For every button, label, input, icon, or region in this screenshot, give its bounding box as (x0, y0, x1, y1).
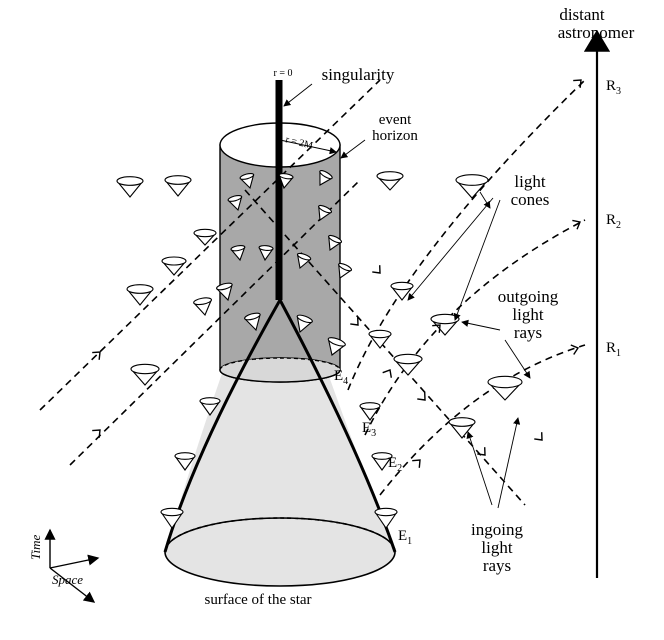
ingoing-light-ray-2 (69, 179, 361, 466)
light-cones-label-2: cones (511, 190, 550, 209)
light-cone-icon (160, 507, 184, 529)
event-horizon-pointer (340, 139, 366, 159)
ray-direction-chevron (570, 344, 580, 355)
light-cone-icon (193, 297, 212, 317)
outgoing-rays-pointer-2 (504, 339, 531, 379)
outgoing-light-ray-r2 (364, 219, 586, 436)
light-cone-icon (455, 174, 489, 199)
event-e3-label: E3 (362, 420, 376, 439)
event-label: event (379, 112, 412, 128)
horizon-cross-section-front (219, 369, 341, 383)
observer-r2-label: R2 (606, 212, 621, 231)
depth-axis-arrow (49, 567, 96, 603)
horizon-cross-section (220, 358, 340, 382)
ingoing-label: ingoing (471, 520, 523, 539)
light-cone-icon (487, 375, 523, 401)
radius-line (279, 139, 337, 155)
light-cones-group (116, 170, 523, 529)
ray-direction-chevron (92, 351, 101, 360)
light-cone-icon (376, 171, 404, 191)
horizon-cross-section-back (219, 357, 341, 371)
outgoing-rays-pointer-1 (461, 319, 501, 331)
light-cone-icon (368, 329, 392, 349)
light-cone-icon (230, 245, 246, 262)
ingoing-rays-label: rays (483, 556, 511, 575)
light-cone-icon (116, 176, 144, 198)
outgoing-light-ray-1 (244, 189, 526, 506)
ray-direction-chevron (350, 317, 359, 326)
ingoing-light-label: light (481, 538, 512, 557)
light-cone-icon (338, 262, 353, 279)
light-cones-pointer-1 (407, 197, 494, 301)
outgoing-label: outgoing (498, 287, 559, 306)
ray-direction-chevron (572, 219, 581, 230)
singularity-label: singularity (322, 65, 395, 84)
r-equals-0-label: r = 0 (274, 68, 293, 79)
light-cone-icon (216, 282, 233, 302)
light-cone-icon (430, 313, 460, 336)
ingoing-rays-pointer-2 (497, 417, 521, 509)
light-cone-icon (318, 204, 333, 221)
ray-direction-chevron (573, 79, 582, 88)
outgoing-light-label: light (512, 305, 543, 324)
light-cone-icon (164, 175, 192, 197)
ray-direction-chevron (382, 369, 393, 378)
ray-direction-chevrons (92, 79, 582, 468)
ray-direction-chevron (477, 447, 486, 456)
ray-direction-chevron (372, 265, 381, 274)
astronomer-label: astronomer (558, 23, 635, 42)
light-cone-icon (244, 312, 261, 332)
observer-r3-label: R3 (606, 78, 621, 97)
light-cone-icon (390, 281, 414, 301)
light-cone-icon (393, 353, 423, 376)
surface-of-star-label: surface of the star (204, 592, 311, 608)
light-cone-icon (296, 252, 312, 270)
light-cones-pointer-2 (453, 199, 501, 321)
event-e1-label: E1 (398, 528, 412, 547)
space-axis-arrow (49, 554, 100, 569)
light-cones-pointer-3 (479, 191, 491, 209)
event-e4-label: E4 (334, 368, 348, 387)
distant-label: distant (559, 5, 605, 24)
light-cone-icon (130, 363, 160, 386)
light-cone-icon (227, 194, 243, 212)
observer-r1-label: R1 (606, 340, 621, 359)
ray-direction-chevron (432, 324, 441, 333)
horizon-label: horizon (372, 128, 418, 144)
time-axis-label: Time (28, 534, 43, 560)
space-axis-label: Space (52, 572, 83, 587)
light-cone-icon (193, 228, 217, 246)
light-cone-icon (239, 172, 255, 190)
outgoing-light-ray-r3 (347, 79, 586, 391)
light-cone-icon (258, 245, 274, 262)
light-cone-icon (174, 452, 196, 471)
event-e2-label: E2 (388, 455, 402, 474)
light-cone-icon (126, 284, 154, 306)
ray-direction-chevron (412, 459, 421, 468)
light-cone-icon (278, 173, 294, 190)
ray-direction-chevron (417, 392, 426, 401)
singularity-pointer (283, 83, 313, 107)
light-cones-label-1: light (514, 172, 545, 191)
ray-direction-chevron (534, 432, 543, 441)
light-cone-icon (296, 314, 313, 334)
light-cone-icon (161, 256, 187, 276)
light-cone-icon (327, 337, 346, 356)
light-cone-icon (328, 234, 343, 251)
outgoing-rays-label: rays (514, 323, 542, 342)
light-cone-icon (448, 417, 476, 439)
light-cone-icon (319, 170, 333, 186)
light-cone-icon (371, 452, 393, 471)
ingoing-rays-pointer-1 (466, 431, 493, 506)
ingoing-light-ray-1 (39, 79, 381, 411)
outgoing-light-ray-r1 (379, 344, 586, 496)
light-cone-icon (359, 402, 381, 421)
ray-direction-chevron (92, 429, 101, 438)
light-cone-icon (199, 397, 221, 416)
light-cone-icon (374, 507, 398, 529)
